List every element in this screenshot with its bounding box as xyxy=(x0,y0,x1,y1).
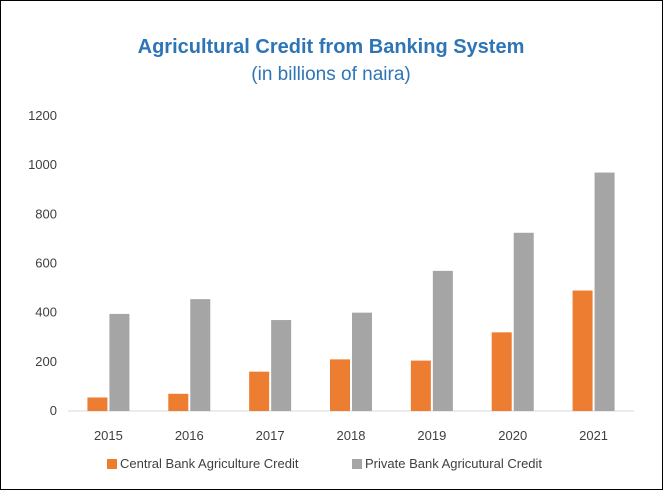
legend: Central Bank Agriculture Credit Private B… xyxy=(107,456,542,471)
central-bank-bar xyxy=(572,290,593,411)
private-bank-bar xyxy=(109,313,130,411)
central-bank-bar xyxy=(87,397,108,411)
private-bank-bar xyxy=(271,320,292,411)
private-bank-bar xyxy=(432,270,453,411)
y-tick-label: 400 xyxy=(35,305,57,320)
bars xyxy=(87,172,615,411)
central-bank-bar xyxy=(491,332,512,411)
private-bank-bar xyxy=(352,312,372,411)
y-tick-label: 0 xyxy=(50,403,57,418)
private-bank-bar xyxy=(594,172,615,411)
y-tick-label: 200 xyxy=(35,354,57,369)
y-tick-label: 1000 xyxy=(28,157,57,172)
central-bank-bar xyxy=(249,371,270,411)
x-tick-label: 2018 xyxy=(337,428,366,443)
private-bank-bar xyxy=(190,299,211,411)
x-tick-label: 2019 xyxy=(417,428,446,443)
y-tick-label: 600 xyxy=(35,256,57,271)
y-axis: 0 200 400 600 800 1000 1200 xyxy=(28,108,57,418)
legend-swatch xyxy=(352,459,362,469)
central-bank-bar xyxy=(330,359,350,411)
x-tick-label: 2015 xyxy=(94,428,123,443)
x-tick-label: 2020 xyxy=(498,428,527,443)
legend-swatch xyxy=(107,459,117,469)
central-bank-bar xyxy=(410,360,431,411)
legend-label: Central Bank Agriculture Credit xyxy=(120,456,299,471)
x-tick-label: 2016 xyxy=(175,428,204,443)
x-tick-label: 2021 xyxy=(579,428,608,443)
private-bank-bar xyxy=(513,232,534,411)
x-axis: 2015 2016 2017 2018 2019 2020 2021 xyxy=(68,410,634,443)
y-tick-label: 800 xyxy=(35,206,57,221)
x-tick-label: 2017 xyxy=(256,428,285,443)
legend-label: Private Bank Agricutural Credit xyxy=(365,456,542,471)
chart-title: Agricultural Credit from Banking System xyxy=(138,36,525,58)
y-tick-label: 1200 xyxy=(28,108,57,123)
central-bank-bar xyxy=(168,393,189,411)
chart-subtitle: (in billions of naira) xyxy=(251,64,410,85)
